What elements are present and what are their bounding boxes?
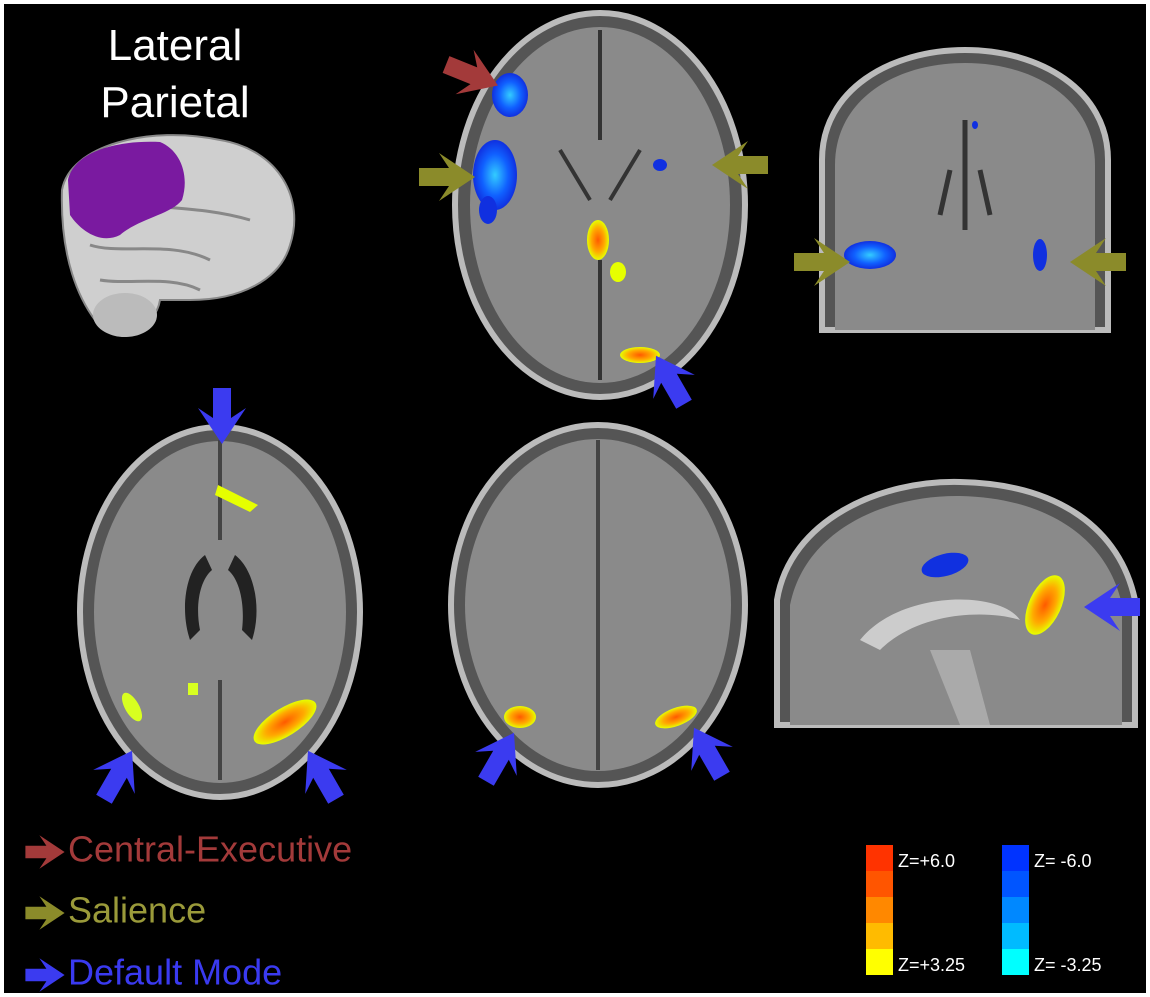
colorbar-step <box>866 871 893 897</box>
colorbar-step <box>866 949 893 975</box>
activation-blob <box>587 220 609 260</box>
cerebellum <box>93 293 157 337</box>
activation-blob <box>492 73 528 117</box>
legend-label: Central-Executive <box>68 829 352 870</box>
colorbar-warm <box>866 845 893 975</box>
colorbar-step <box>866 897 893 923</box>
title-line: Lateral <box>108 21 243 70</box>
activation-blob <box>188 683 198 695</box>
activation-blob <box>972 121 978 129</box>
title-line: Parietal <box>100 78 249 127</box>
legend-label: Default Mode <box>68 952 282 993</box>
colorbar-step <box>1002 845 1029 871</box>
activation-blob <box>1033 239 1047 271</box>
activation-blob <box>610 262 626 282</box>
colorbar-step <box>1002 871 1029 897</box>
colorbar-label: Z= -6.0 <box>1034 851 1092 871</box>
activation-blob <box>620 347 660 363</box>
legend-label: Salience <box>68 890 206 931</box>
colorbar-step <box>1002 949 1029 975</box>
colorbar-step <box>866 923 893 949</box>
activation-blob <box>504 706 536 728</box>
activation-blob <box>653 159 667 171</box>
colorbar-label: Z=+3.25 <box>898 955 965 975</box>
activation-blob <box>473 140 517 210</box>
colorbar-step <box>1002 897 1029 923</box>
activation-blob <box>844 241 896 269</box>
colorbar-label: Z=+6.0 <box>898 851 955 871</box>
activation-blob <box>479 196 497 224</box>
colorbar-step <box>866 845 893 871</box>
colorbar-label: Z= -3.25 <box>1034 955 1102 975</box>
figure: Lateral Parietal Central-Executive Salie… <box>0 0 1150 997</box>
colorbar-cool <box>1002 845 1029 975</box>
colorbar-step <box>1002 923 1029 949</box>
